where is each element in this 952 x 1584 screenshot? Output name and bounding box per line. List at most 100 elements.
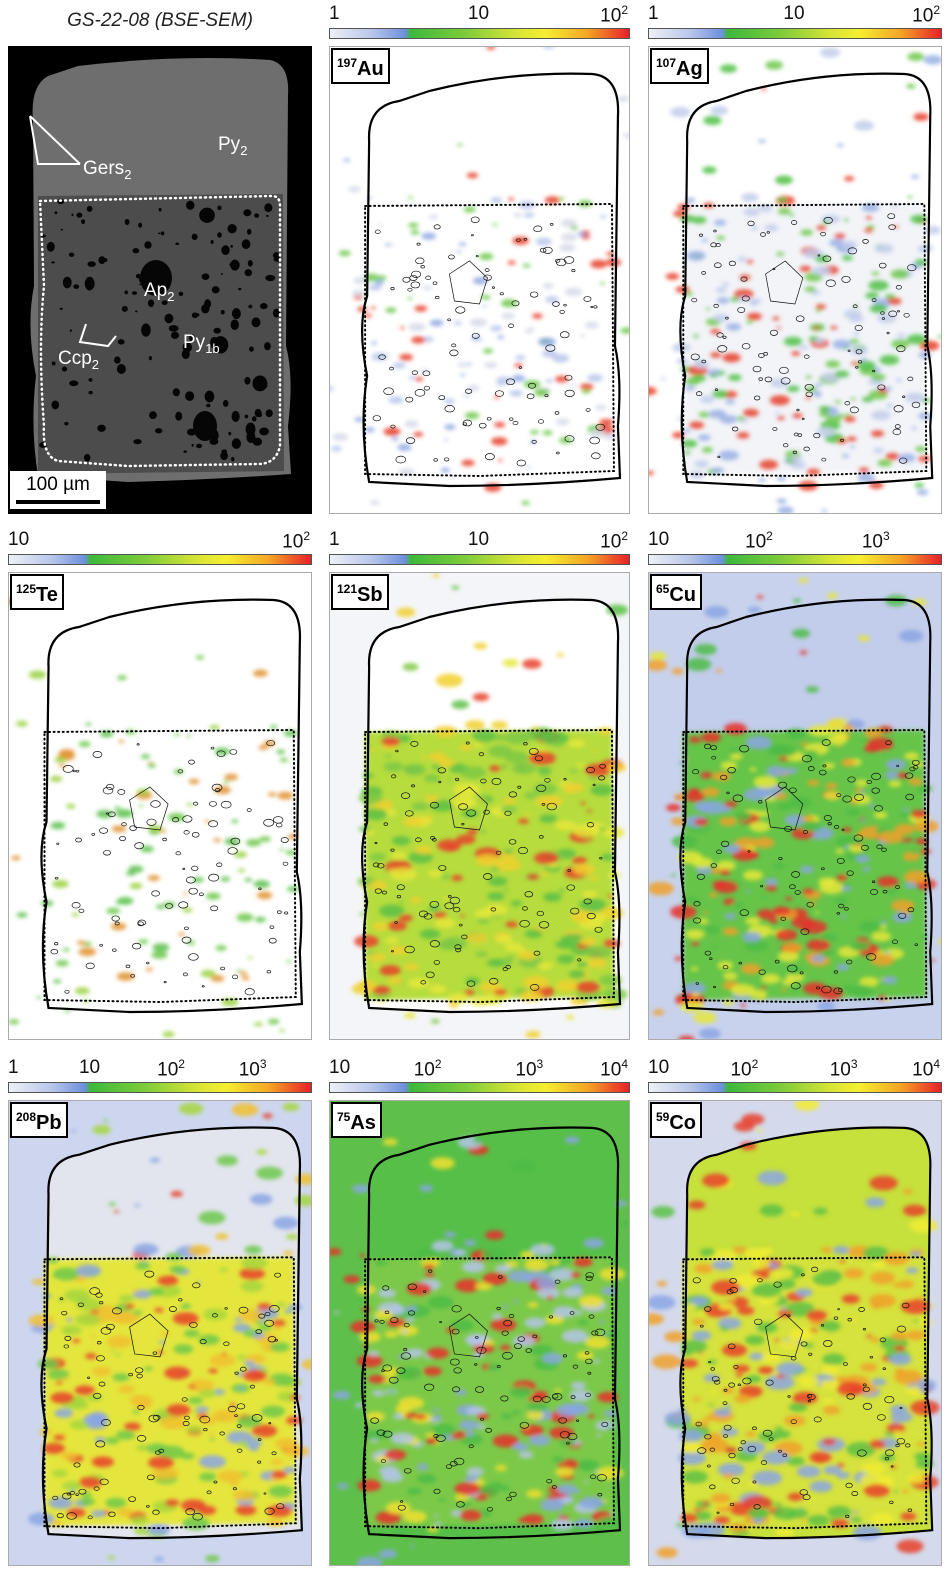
- intensity-blob: [858, 635, 870, 641]
- intensity-blob: [490, 325, 502, 331]
- pore: [204, 299, 211, 308]
- intensity-blob: [429, 752, 447, 761]
- intensity-blob: [780, 1307, 786, 1310]
- tick-base: 10: [79, 1057, 100, 1078]
- intensity-blob: [451, 586, 459, 590]
- isotope-label: 75As: [331, 1102, 382, 1138]
- intensity-blob: [408, 196, 413, 199]
- intensity-blob: [837, 143, 844, 147]
- intensity-blob: [385, 1450, 407, 1461]
- pore: [89, 378, 93, 382]
- intensity-blob: [415, 846, 432, 855]
- intensity-blob: [765, 885, 777, 891]
- intensity-blob: [893, 1431, 901, 1435]
- intensity-blob: [565, 287, 583, 296]
- intensity-blob: [745, 890, 750, 893]
- intensity-blob: [711, 1391, 718, 1394]
- intensity-blob: [85, 1353, 97, 1359]
- intensity-blob: [8, 1019, 19, 1024]
- intensity-blob: [499, 1485, 511, 1491]
- intensity-blob: [841, 241, 857, 249]
- intensity-blob: [133, 1243, 158, 1255]
- intensity-blob: [454, 1250, 466, 1256]
- intensity-blob: [536, 1278, 557, 1289]
- intensity-blob: [415, 377, 423, 381]
- intensity-blob: [911, 175, 919, 179]
- intensity-blob: [148, 1524, 171, 1535]
- intensity-blob: [524, 380, 541, 388]
- pore: [71, 214, 73, 217]
- intensity-blob: [209, 1354, 235, 1367]
- intensity-blob: [464, 206, 476, 212]
- intensity-blob: [62, 1481, 81, 1490]
- intensity-blob: [573, 1257, 592, 1267]
- intensity-blob: [28, 1512, 54, 1525]
- intensity-blob: [511, 901, 522, 907]
- element-map: [8, 1100, 312, 1566]
- intensity-blob: [896, 379, 901, 382]
- intensity-blob: [572, 857, 587, 865]
- intensity-blob: [806, 939, 830, 951]
- intensity-blob: [259, 836, 271, 842]
- intensity-blob: [762, 1451, 789, 1465]
- intensity-blob: [390, 868, 416, 881]
- intensity-blob: [408, 323, 425, 332]
- intensity-blob: [853, 1525, 882, 1540]
- intensity-blob: [835, 370, 849, 377]
- intensity-blob: [63, 948, 70, 951]
- intensity-blob: [505, 943, 523, 952]
- intensity-blob: [419, 1185, 433, 1192]
- intensity-blob: [404, 420, 419, 427]
- intensity-blob: [784, 1415, 805, 1426]
- intensity-blob: [652, 1354, 681, 1369]
- intensity-blob: [844, 1268, 864, 1278]
- pore: [223, 400, 228, 407]
- pore: [133, 439, 141, 444]
- intensity-blob: [720, 64, 737, 73]
- intensity-blob: [399, 354, 413, 361]
- intensity-blob: [716, 861, 735, 871]
- intensity-blob: [685, 386, 695, 391]
- intensity-blob: [673, 210, 686, 217]
- intensity-blob: [579, 898, 606, 912]
- mineral-label: Gers2: [83, 158, 131, 182]
- intensity-blob: [261, 1406, 285, 1418]
- intensity-blob: [105, 1437, 119, 1444]
- pore: [221, 245, 229, 255]
- intensity-blob: [542, 1353, 563, 1363]
- colorbar: [648, 1082, 942, 1093]
- intensity-blob: [133, 1289, 140, 1292]
- intensity-blob: [32, 1279, 45, 1285]
- intensity-blob: [66, 804, 76, 809]
- intensity-blob: [861, 1463, 885, 1475]
- intensity-blob: [61, 1377, 68, 1381]
- intensity-blob: [741, 193, 759, 202]
- intensity-blob: [430, 319, 444, 326]
- tick-base: 10: [600, 5, 621, 26]
- isotope-label: 121Sb: [331, 574, 389, 610]
- intensity-blob: [150, 1158, 160, 1163]
- intensity-blob: [407, 297, 412, 300]
- intensity-blob: [573, 864, 595, 875]
- intensity-blob: [877, 313, 896, 323]
- intensity-blob: [688, 1201, 705, 1210]
- intensity-blob: [608, 895, 613, 897]
- intensity-blob: [888, 298, 902, 305]
- intensity-blob: [734, 1121, 755, 1131]
- intensity-blob: [600, 215, 607, 219]
- intensity-blob: [703, 912, 708, 915]
- pore: [88, 391, 92, 394]
- intensity-blob: [707, 470, 712, 473]
- intensity-blob: [232, 1103, 259, 1116]
- pore: [232, 308, 241, 319]
- intensity-blob: [871, 430, 884, 437]
- intensity-blob: [518, 818, 529, 823]
- intensity-blob: [559, 889, 565, 892]
- intensity-blob: [206, 893, 221, 900]
- intensity-blob: [112, 825, 126, 832]
- intensity-blob: [907, 1474, 926, 1483]
- pore: [161, 231, 165, 235]
- intensity-blob: [280, 758, 289, 762]
- intensity-blob: [875, 244, 894, 254]
- intensity-blob: [174, 733, 180, 736]
